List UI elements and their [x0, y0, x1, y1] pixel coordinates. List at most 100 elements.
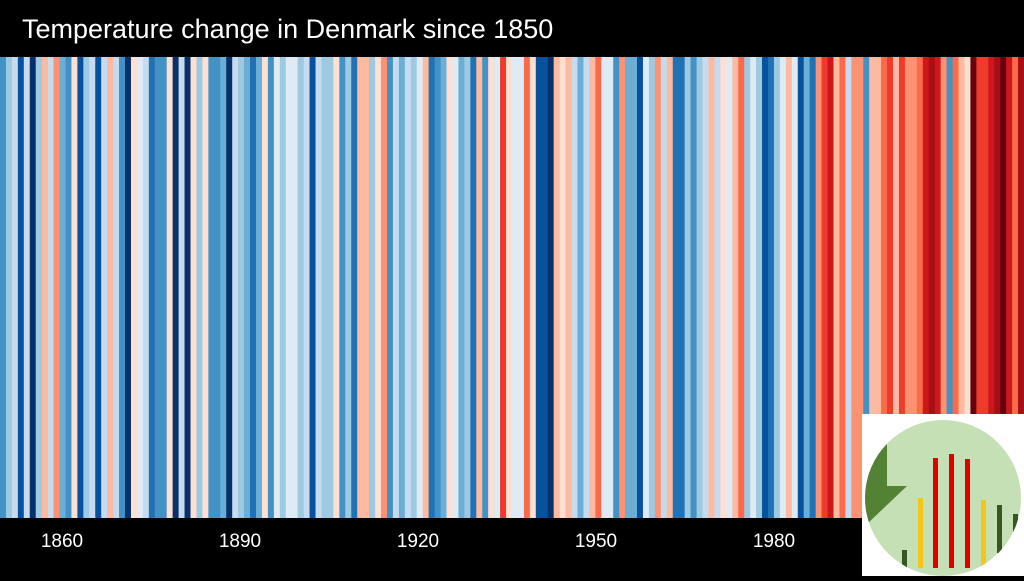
stripe-1907	[339, 57, 346, 518]
stripe-1951	[601, 57, 608, 518]
stripe-1865	[89, 57, 96, 518]
stripe-1867	[101, 57, 108, 518]
stripe-1891	[244, 57, 251, 518]
stripe-1979	[768, 57, 775, 518]
stripe-1908	[345, 57, 352, 518]
stripe-1971	[720, 57, 727, 518]
stripe-1945	[565, 57, 572, 518]
stripe-1864	[83, 57, 90, 518]
stripe-1897	[279, 57, 287, 518]
stripe-1853	[17, 57, 25, 518]
stripe-1972	[726, 57, 733, 518]
stripe-1900	[297, 57, 304, 518]
stripe-1916	[392, 57, 400, 518]
stripe-1936	[512, 57, 519, 518]
stripe-1878	[166, 57, 173, 518]
warming-stripes	[0, 57, 1024, 518]
stripe-1913	[375, 57, 382, 518]
stripe-1982	[785, 57, 793, 518]
stripe-1877	[160, 57, 167, 518]
stripe-2000	[893, 57, 900, 518]
stripe-1950	[595, 57, 602, 518]
stripe-1967	[696, 57, 703, 518]
stripe-2020	[1012, 57, 1019, 518]
stripe-1969	[708, 57, 715, 518]
stripe-1937	[517, 57, 525, 518]
stripe-2006	[928, 57, 935, 518]
stripe-1889	[232, 57, 239, 518]
stripe-2009	[946, 57, 953, 518]
stripe-1966	[690, 57, 697, 518]
stripe-1961	[660, 57, 668, 518]
stripe-2010	[952, 57, 959, 518]
stripe-1933	[494, 57, 501, 518]
stripe-1879	[172, 57, 179, 518]
logo-icon	[865, 420, 1021, 576]
stripe-1921	[422, 57, 429, 518]
stripe-1957	[637, 57, 644, 518]
stripe-1930	[476, 57, 483, 518]
stripe-1991	[839, 57, 846, 518]
stripe-1870	[119, 57, 126, 518]
stripe-1990	[833, 57, 840, 518]
stripe-1939	[529, 57, 537, 518]
stripe-1876	[154, 57, 162, 518]
stripe-1899	[291, 57, 298, 518]
stripe-2013	[970, 57, 977, 518]
stripe-1855	[29, 57, 37, 518]
x-tick-label: 1920	[396, 531, 440, 552]
stripe-1976	[750, 57, 757, 518]
stripe-1928	[464, 57, 471, 518]
stripe-1974	[738, 57, 745, 518]
stripe-1927	[458, 57, 465, 518]
stripe-1901	[303, 57, 310, 518]
stripe-1985	[803, 57, 810, 518]
stripe-1986	[809, 57, 816, 518]
stripe-1998	[881, 57, 888, 518]
stripe-1858	[47, 57, 54, 518]
stripe-2017	[994, 57, 1001, 518]
stripe-1906	[333, 57, 340, 518]
stripe-1851	[5, 57, 13, 518]
stripe-1938	[523, 57, 531, 518]
stripe-1887	[220, 57, 227, 518]
stripe-1988	[821, 57, 828, 518]
stripe-2005	[922, 57, 930, 518]
stripe-1959	[648, 57, 656, 518]
stripe-1929	[470, 57, 477, 518]
stripe-1869	[113, 57, 120, 518]
stripe-2002	[904, 57, 912, 518]
stripe-1871	[125, 57, 132, 518]
stripe-1918	[404, 57, 412, 518]
x-tick-label: 1950	[574, 531, 618, 552]
stripe-1932	[488, 57, 495, 518]
stripe-2012	[964, 57, 971, 518]
stripe-1856	[35, 57, 42, 518]
stripe-1944	[559, 57, 566, 518]
stripe-1934	[500, 57, 507, 518]
stripe-2019	[1006, 57, 1013, 518]
stripe-1860	[59, 57, 66, 518]
stripe-1942	[547, 57, 554, 518]
stripe-1883	[196, 57, 203, 518]
stripe-1886	[214, 57, 221, 518]
stripe-1919	[410, 57, 418, 518]
stripe-1923	[434, 57, 441, 518]
stripe-1983	[791, 57, 799, 518]
x-tick-label: 1980	[752, 531, 796, 552]
stripe-2004	[916, 57, 924, 518]
stripe-1896	[273, 57, 281, 518]
stripe-1926	[452, 57, 459, 518]
stripe-1940	[535, 57, 543, 518]
stripe-1884	[202, 57, 209, 518]
stripe-2003	[910, 57, 918, 518]
stripe-1912	[369, 57, 376, 518]
stripe-1949	[589, 57, 596, 518]
stripe-1862	[71, 57, 78, 518]
stripe-1893	[256, 57, 263, 518]
stripe-1973	[732, 57, 739, 518]
stripe-1965	[684, 57, 691, 518]
stripe-1931	[482, 57, 489, 518]
stripe-1888	[226, 57, 233, 518]
stripe-2018	[1000, 57, 1007, 518]
